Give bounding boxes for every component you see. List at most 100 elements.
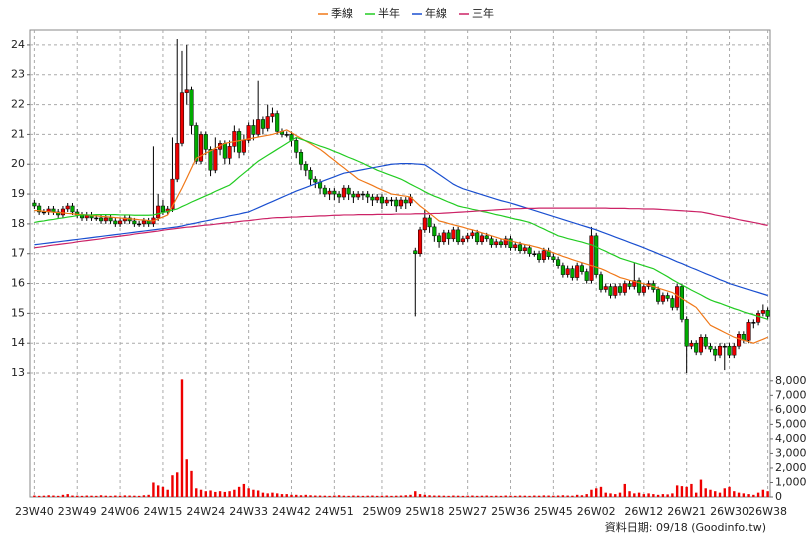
volume-bar	[375, 495, 379, 497]
candle-body	[689, 342, 694, 347]
legend-label: 年線	[425, 6, 447, 20]
candle-body	[198, 134, 204, 162]
candle-body	[494, 241, 499, 246]
candle-body	[137, 223, 142, 226]
candle-body	[103, 217, 108, 222]
volume-bar	[171, 475, 174, 497]
volume-bar	[533, 495, 536, 497]
plot-frame	[29, 29, 771, 498]
volume-bar	[176, 472, 179, 497]
volume-bar	[56, 495, 60, 497]
volume-bar	[333, 495, 336, 497]
x-tick-label: 23W49	[58, 505, 97, 518]
volume-bar	[552, 495, 555, 497]
x-tick-label: 25W45	[534, 505, 573, 518]
volume-bar	[71, 495, 74, 497]
volume-bar	[428, 495, 431, 497]
volume-bar	[699, 479, 703, 497]
volume-bar	[685, 486, 688, 497]
volume-bar	[666, 494, 669, 497]
volume-bar	[423, 494, 427, 497]
volume-bar	[609, 493, 612, 497]
volume-bar	[504, 495, 507, 497]
candle-body	[422, 217, 427, 231]
volume-bar	[556, 495, 560, 497]
volume-tick-label: 4,000	[775, 432, 807, 445]
candle-body	[470, 232, 475, 237]
candle-body	[551, 256, 556, 260]
candle-body	[156, 205, 161, 219]
candle-body	[356, 193, 361, 198]
y-tick-label: 22	[11, 98, 25, 111]
volume-bar	[604, 492, 607, 497]
candle-body	[575, 265, 580, 278]
volume-bar	[190, 470, 193, 497]
volume-bar	[514, 495, 517, 497]
volume-bar	[747, 494, 750, 497]
volume-bar	[585, 494, 588, 497]
volume-bar	[509, 495, 512, 497]
candle-body	[679, 286, 684, 320]
volume-bar	[485, 495, 488, 497]
x-tick-label: 24W42	[272, 505, 311, 518]
x-tick-label: 24W33	[229, 505, 268, 518]
volume-bar	[623, 483, 626, 497]
candle-body	[403, 199, 408, 204]
volume-bar	[276, 493, 279, 497]
x-tick-label: 25W18	[405, 505, 444, 518]
volume-bar	[156, 485, 160, 497]
volume-bar	[490, 495, 493, 497]
y-tick-label: 24	[11, 38, 25, 51]
volume-bar	[323, 495, 327, 497]
volume-bar	[214, 491, 217, 497]
volume-bar	[271, 492, 274, 497]
candle-body	[189, 89, 194, 126]
candle-body	[327, 190, 332, 195]
candle-body	[460, 238, 465, 243]
volume-bar	[228, 491, 231, 497]
volume-tick-label: 8,000	[775, 374, 807, 387]
volume-bar	[580, 495, 584, 497]
y-tick-label: 13	[11, 366, 25, 379]
candle-body	[332, 190, 337, 195]
volume-bar	[742, 493, 746, 497]
candle-body	[527, 247, 532, 254]
candle-body	[256, 119, 261, 135]
ma-line	[34, 136, 768, 320]
candle-body	[694, 342, 699, 353]
candle-body	[260, 119, 265, 129]
volume-bar	[99, 495, 103, 497]
x-tick-label: 24W24	[186, 505, 225, 518]
candle-body	[398, 199, 404, 207]
candle-body	[703, 337, 708, 347]
candle-body	[313, 178, 318, 183]
y-tick-label: 16	[11, 277, 25, 290]
volume-bar	[499, 495, 503, 497]
candle-body	[451, 229, 456, 240]
candle-body	[417, 229, 423, 254]
volume-bar	[518, 495, 522, 497]
volume-bar	[118, 495, 122, 497]
candle-body	[717, 345, 723, 356]
candle-body	[208, 149, 213, 171]
volume-bar	[675, 485, 679, 497]
volume-bar	[590, 489, 593, 497]
volume-bar	[566, 495, 569, 497]
volume-bar	[104, 495, 107, 497]
volume-bar	[433, 495, 436, 497]
candle-body	[560, 265, 565, 275]
candle-body	[465, 235, 470, 240]
candle-body	[432, 226, 437, 237]
volume-bar	[766, 491, 769, 497]
volume-bar	[495, 495, 498, 497]
volume-bar	[714, 491, 717, 497]
candle-body	[641, 286, 646, 293]
candle-body	[489, 238, 494, 246]
volume-bar	[756, 492, 760, 497]
candle-body	[684, 319, 689, 347]
volume-bar	[366, 495, 369, 497]
y-tick-label: 14	[11, 336, 25, 349]
volume-bar	[242, 483, 246, 497]
candle-body	[194, 125, 199, 162]
volume-bar	[599, 486, 603, 497]
